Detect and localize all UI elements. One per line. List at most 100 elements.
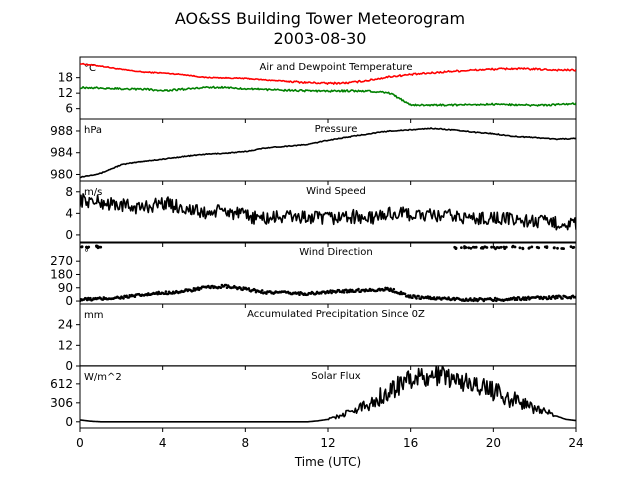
data-point [411,296,414,300]
data-point [357,287,360,291]
data-point-high [528,246,531,250]
data-point-high [518,246,522,250]
data-point [342,291,346,294]
data-point [527,295,530,299]
data-point [389,287,392,291]
data-point-high [483,245,487,249]
data-point [403,292,407,296]
data-point [417,294,420,298]
data-point [419,297,423,301]
panel-title: Accumulated Precipitation Since 0Z [247,309,425,320]
panel-title: Pressure [315,124,358,135]
data-point-high [572,245,576,249]
data-point [549,297,553,301]
data-point [556,296,559,300]
series-line-0 [80,193,576,231]
data-point [156,292,159,296]
data-point [398,292,402,296]
data-point [191,289,195,293]
data-point-high [511,244,515,248]
y-tick-label: 180 [50,267,73,281]
data-point-high [97,245,101,249]
data-point [163,292,167,296]
series-line-0 [80,366,576,423]
y-tick-label: 980 [50,167,73,181]
y-tick-label: 0 [65,415,73,429]
data-point-high [492,245,496,249]
data-point [101,298,105,301]
data-point-high [87,245,91,249]
data-point [472,299,475,303]
data-point-high [471,245,475,249]
data-point-high [80,245,84,249]
panel-unit-label: ° [84,248,89,259]
data-point-high [495,246,499,249]
data-point [515,298,519,302]
panel-title: Solar Flux [311,371,361,382]
y-tick-label: 270 [50,254,73,268]
panel-unit-label: mm [84,310,103,321]
data-point [388,289,391,293]
x-axis-label: Time (UTC) [294,455,361,469]
y-tick-label: 0 [65,359,73,373]
data-point-high [474,245,478,249]
data-point [512,296,516,299]
data-point [517,296,521,299]
data-point [85,298,89,302]
data-point-high [545,245,549,249]
data-point [524,296,527,299]
data-point [219,286,223,290]
data-point [392,287,396,291]
data-point [493,296,497,300]
data-point-high [504,245,508,249]
data-point [260,289,264,292]
panel-solar: 0 306 612 Solar Flux W/m^2 [50,365,577,432]
panel-title: Wind Speed [306,186,366,197]
plot-area [80,127,576,179]
data-point-high [467,246,471,250]
panel-unit-label: W/m^2 [84,372,122,383]
panel-pressure: 980 984 988 Pressure hPa [50,118,577,185]
data-point [432,296,436,299]
x-axis-ticks: 0 4 8 12 16 20 24 [76,436,583,450]
data-point [399,290,403,294]
data-point [241,288,244,292]
data-point-high [561,247,565,250]
data-point-high [490,245,493,249]
panel-wind_speed: 0 4 8 Wind Speed m/s [65,180,577,247]
data-point [522,298,526,301]
y-tick-label: 612 [50,377,73,391]
data-point [127,296,130,299]
data-point [297,291,300,294]
y-tick-label: 306 [50,396,73,410]
data-point [574,296,576,299]
data-point-high [469,246,473,250]
data-point [469,297,472,300]
data-point [344,288,348,292]
data-point [391,290,395,293]
panel-precip: 0 12 24 Accumulated Precipitation Since 0Z m… [58,303,577,373]
data-point [561,297,564,300]
data-point [341,289,345,292]
y-tick-label: 90 [58,281,73,295]
data-point [554,297,557,300]
data-point-high [521,246,525,250]
data-point-high [530,245,534,249]
data-point [569,296,573,300]
data-point [253,288,257,292]
data-point-high [502,245,506,249]
data-point [259,291,263,294]
data-point [225,286,229,290]
plot-area [80,366,576,423]
data-point-high [480,246,484,249]
y-tick-label: 0 [65,228,73,242]
plot-area [80,193,576,231]
data-point [196,286,200,290]
data-point [329,289,332,292]
data-point [224,283,228,287]
data-point-high [485,246,489,249]
series-line-0 [80,127,576,179]
data-point [164,290,168,293]
